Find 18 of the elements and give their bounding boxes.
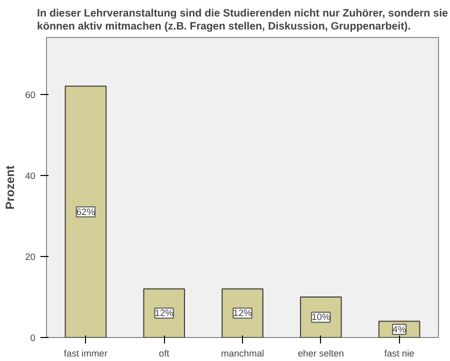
x-tick-label: oft	[158, 348, 170, 358]
data-label: 12%	[233, 308, 252, 318]
y-tick-label: 60	[25, 90, 36, 100]
bar	[300, 296, 342, 338]
data-label: 12%	[154, 308, 174, 318]
x-tick-label: fast nie	[384, 348, 414, 358]
bar	[143, 288, 185, 338]
data-label: 10%	[312, 312, 330, 322]
x-tick-label: fast immer	[64, 348, 108, 358]
y-tick-label: 20	[25, 252, 36, 262]
x-tick-label: eher selten	[298, 348, 344, 358]
bar	[222, 288, 264, 338]
x-tick-label: manchmal	[220, 348, 264, 358]
bar	[64, 86, 107, 338]
y-tick-label: 40	[25, 170, 36, 181]
chart-title: In dieser Lehrveranstaltung sind die Studierenden nicht nur Zuhörer, sondern sie können aktiv mitmachen (z.B. Fragen stellen, Diskussion, Gruppenarbeit).	[37, 7, 448, 32]
y-axis-title: Prozent	[3, 165, 18, 210]
y-tick-label: 0	[30, 333, 36, 343]
